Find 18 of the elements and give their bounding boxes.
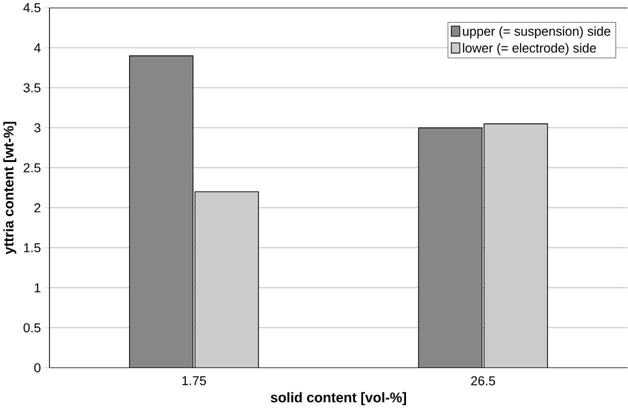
y-tick-label: 3 [34, 123, 40, 132]
x-tick-label: 1.75 [182, 376, 206, 386]
y-tick-label: 0 [34, 363, 40, 372]
y-tick-label: 4.5 [23, 3, 40, 12]
y-tick-label: 1 [34, 283, 40, 292]
y-tick-label: 2.5 [24, 163, 40, 172]
x-tick-label: 26.5 [471, 376, 496, 386]
y-tick-label: 3.5 [24, 83, 40, 92]
legend-label: upper (= suspension) side [463, 26, 610, 38]
bar [484, 123, 548, 368]
y-axis-title: yttria content [wt-%] [3, 122, 16, 254]
y-tick-label: 2 [34, 203, 40, 212]
y-tick-label: 0.5 [24, 323, 40, 332]
bar [194, 192, 258, 368]
legend-label: lower (= electrode) side [463, 42, 596, 55]
y-tick-label: 4 [34, 43, 41, 52]
x-axis-title: solid content [vol-%] [270, 392, 406, 405]
y-tick-label: 1.5 [24, 243, 40, 252]
